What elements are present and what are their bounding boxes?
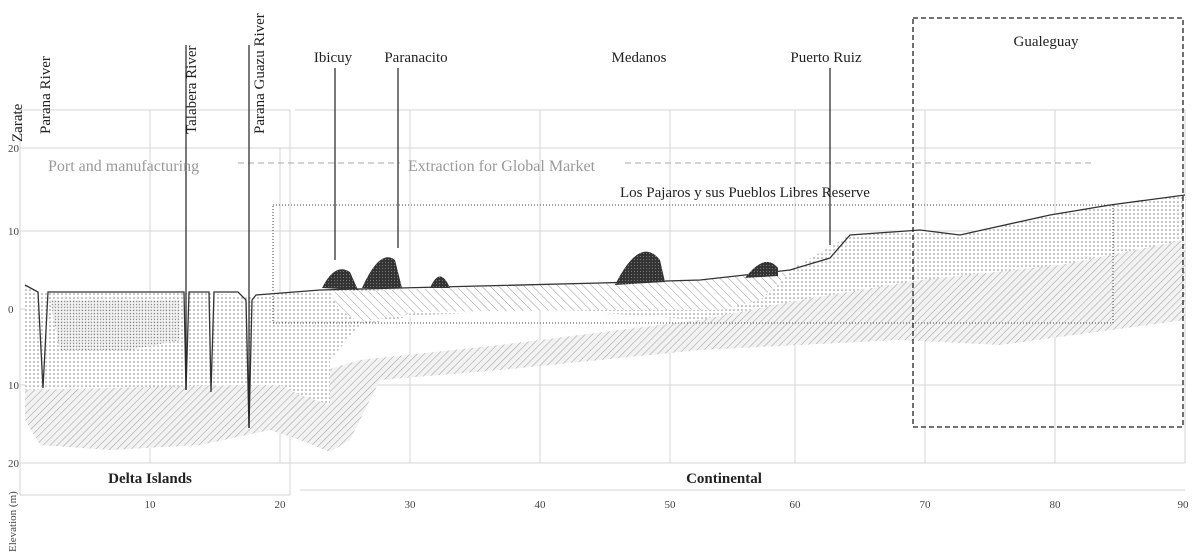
place-label: Gualeguay xyxy=(1014,34,1079,50)
gualeguay-box xyxy=(912,17,1184,428)
reserve-box xyxy=(272,204,1114,324)
surface-line xyxy=(24,194,1186,429)
dune xyxy=(322,269,358,290)
y-tick-label: 20 xyxy=(8,143,20,155)
zone-label: Delta Islands xyxy=(108,471,192,487)
sand-layer xyxy=(330,272,790,322)
x-tick-label: 60 xyxy=(790,499,802,511)
island-core xyxy=(50,300,180,350)
x-tick-label: 40 xyxy=(535,499,547,511)
dune xyxy=(362,257,402,288)
x-tick-label: 90 xyxy=(1178,499,1190,511)
x-tick-label: 70 xyxy=(920,499,932,511)
x-tick-label: 30 xyxy=(405,499,417,511)
use-label: Port and manufacturing xyxy=(48,158,199,175)
river-label: Parana River xyxy=(38,56,54,134)
place-label: Ibicuy xyxy=(314,50,353,66)
x-ticks: 10 20 30 40 50 60 70 80 90 xyxy=(145,499,1190,511)
y-tick-label: 20 xyxy=(8,458,20,470)
zone-label: Continental xyxy=(686,471,762,487)
x-tick-label: 10 xyxy=(145,499,157,511)
dune xyxy=(615,251,665,285)
strata xyxy=(24,194,1186,452)
dune xyxy=(430,276,450,288)
reserve-label: Los Pajaros y sus Pueblos Libres Reserve xyxy=(620,185,870,201)
x-tick-label: 80 xyxy=(1050,499,1062,511)
y-tick-label: 10 xyxy=(8,226,20,238)
axis-title: Elevation (m) xyxy=(7,491,19,552)
y-tick-label: 10 xyxy=(8,380,20,392)
x-tick-label: 20 xyxy=(275,499,287,511)
x-tick-label: 50 xyxy=(665,499,677,511)
overlays xyxy=(185,17,1184,428)
dune xyxy=(745,261,778,278)
river-label: Talabera River xyxy=(184,46,200,134)
y-ticks: 20 10 0 10 20 xyxy=(8,143,20,470)
place-label: Paranacito xyxy=(384,50,447,66)
river-label: Zarate xyxy=(10,103,26,142)
place-label: Medanos xyxy=(612,50,667,66)
y-tick-label: 0 xyxy=(8,304,14,316)
river-label: Parana Guazu River xyxy=(252,13,268,134)
labels: Zarate Parana River Talabera River Paran… xyxy=(7,13,1079,552)
place-label: Puerto Ruiz xyxy=(790,50,862,66)
use-label: Extraction for Global Market xyxy=(408,158,596,175)
